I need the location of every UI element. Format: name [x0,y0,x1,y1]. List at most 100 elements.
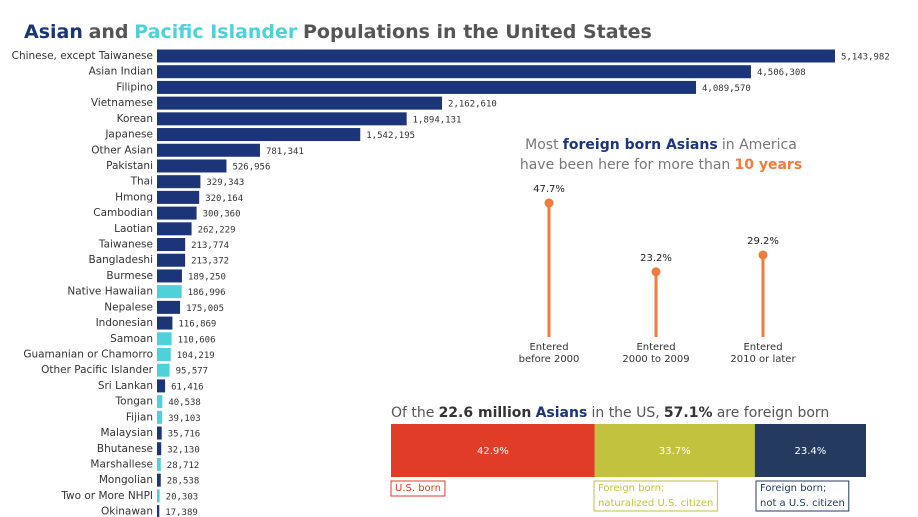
category-label: Burmese [106,270,153,282]
value-label: 17,389 [165,508,198,517]
bar [157,222,192,236]
value-label: 4,506,308 [757,68,806,78]
value-label: 33.7% [659,446,691,457]
value-label: 189,250 [188,272,226,282]
value-label: 300,360 [203,210,241,220]
chart-subtitle-part: are foreign born [717,405,830,421]
value-label: 39,103 [168,414,201,424]
value-label: 20,303 [166,492,199,502]
value-label: 186,996 [188,288,226,298]
chart-subtitle: have been here for more than 10 years [520,157,802,173]
bar [157,143,260,157]
category-label: Tongan [115,396,153,408]
value-label: 781,341 [266,147,304,157]
category-label: before 2000 [519,354,580,365]
chart-subtitle-part: Asians [536,405,588,421]
chart-subtitle-part: Most [525,137,559,153]
category-label: 2010 or later [730,354,796,365]
bar [157,300,181,314]
dot [758,250,768,260]
value-label: 40,538 [168,398,201,408]
bar-segment [391,424,595,477]
value-label: 61,416 [171,382,204,392]
chart-subtitle-part: in the US, [591,405,659,421]
bar-segment [754,424,866,477]
category-label: Vietnamese [91,97,153,109]
category-label: Mongolian [99,474,153,486]
category-label: Indonesian [96,317,153,329]
value-label: 95,577 [176,367,209,377]
value-label: 23.2% [640,253,672,264]
bar [157,363,170,377]
category-label: Marshallese [90,458,153,470]
value-label: 2,162,610 [448,100,497,110]
category-label: Laotian [114,223,153,235]
chart-title-part: and [89,21,129,43]
value-label: 4,089,570 [702,84,751,94]
chart-subtitle-part: 22.6 million [439,405,532,421]
value-label: 29.2% [747,236,779,247]
value-label: 42.9% [477,446,509,457]
category-label: Two or More NHPI [60,490,153,502]
dot [651,267,661,277]
chart-subtitle-part: Of the [391,405,434,421]
category-label: Korean [117,113,153,125]
legend-box [390,480,446,497]
bar [157,128,361,142]
chart-title-part: Populations in the United States [303,21,652,43]
chart-subtitle-part: foreign born Asians [563,137,718,153]
value-label: 35,716 [168,430,201,440]
category-label: Entered [743,342,782,353]
chart-subtitle: Of the 22.6 million Asians in the US, 57.1% a… [391,405,829,421]
category-label: Guamanian or Chamorro [23,348,153,360]
value-label: 5,143,982 [841,53,890,63]
value-label: 1,894,131 [413,115,462,125]
value-label: 110,606 [178,335,216,345]
bar [157,206,197,220]
legend-line: naturalized U.S. citizen [598,498,713,509]
category-label: Hmong [115,191,153,203]
category-label: Bangladeshi [89,254,153,266]
bar [157,80,697,94]
category-label: Samoan [110,333,153,345]
bar [157,238,186,252]
bar [157,426,162,440]
bar [157,395,163,409]
bar [157,65,751,79]
value-label: 329,343 [206,178,244,188]
bar [157,332,172,346]
bar [157,253,186,267]
bar [157,285,182,299]
value-label: 116,869 [178,320,216,330]
value-label: 213,774 [191,241,229,251]
chart-subtitle-part: have been here for more than [520,157,730,173]
chart-title-part: Asian [24,21,83,43]
legend-box [755,480,850,512]
bar [157,159,227,173]
category-label: 2000 to 2009 [622,354,689,365]
bar [157,442,162,456]
category-label: Sri Lankan [98,380,153,392]
category-label: Native Hawaiian [67,286,153,298]
category-label: Chinese, except Taiwanese [12,50,153,62]
value-label: 526,956 [232,162,270,172]
bar [157,347,171,361]
category-label: Malaysian [100,427,153,439]
value-label: 32,130 [167,445,200,455]
category-label: Bhutanese [97,443,153,455]
bar [157,96,443,110]
bar [157,175,201,189]
category-label: Filipino [116,81,153,93]
value-label: 23.4% [795,446,827,457]
bar [157,489,160,503]
legend-label: Foreign born; not a U.S. citizen [760,483,845,509]
bar [157,316,173,330]
legend-line: not a U.S. citizen [760,498,845,509]
value-label: 320,164 [205,194,243,204]
bar [157,49,835,63]
legend-label: U.S. born [395,483,441,494]
bar [157,473,161,487]
legend-line: Foreign born; [598,483,664,494]
category-label: Other Asian [91,144,153,156]
value-label: 28,538 [167,477,200,487]
